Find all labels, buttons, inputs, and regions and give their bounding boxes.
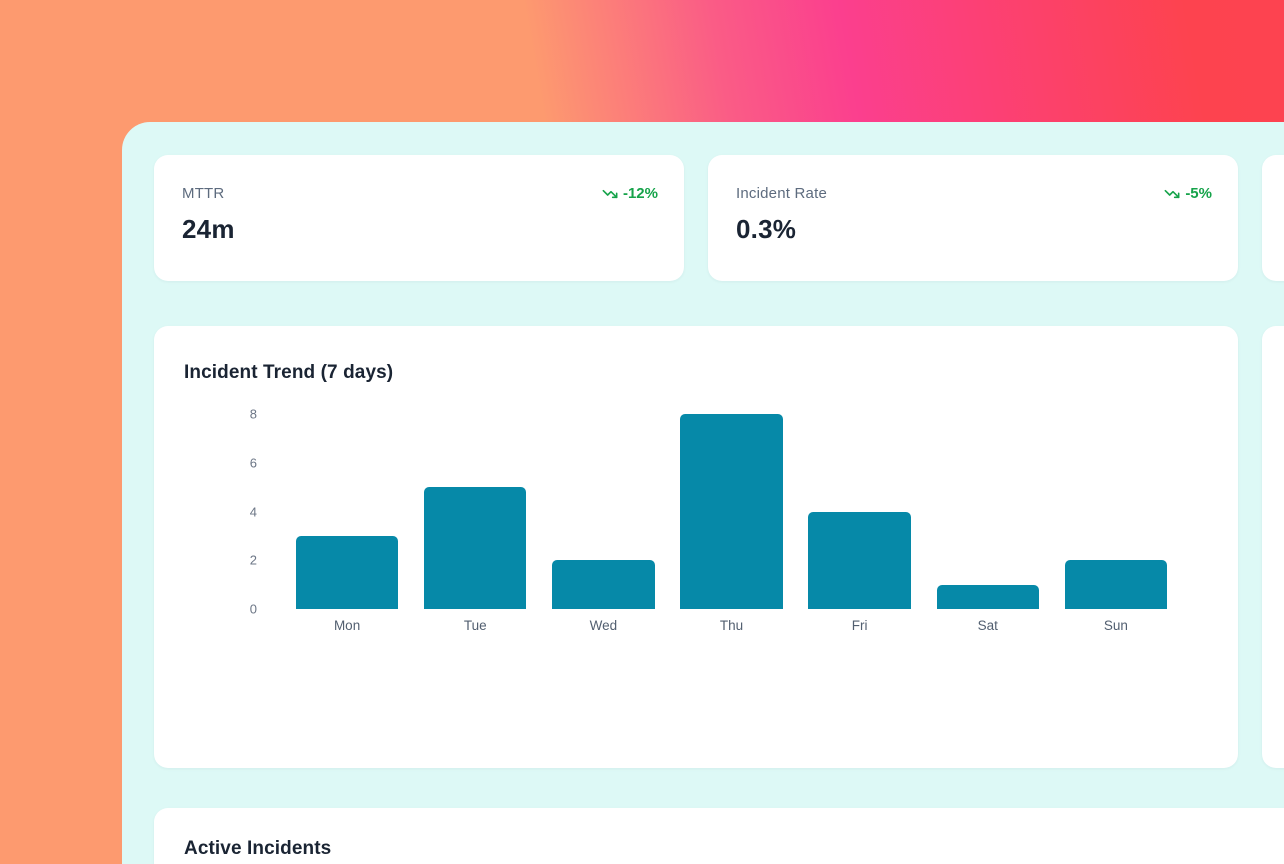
incident-trend-card: Incident Trend (7 days) 0 2 4 6 8 Mon Tue Wed T… bbox=[154, 326, 1238, 768]
y-tick-label: 8 bbox=[249, 406, 257, 422]
bar-slot bbox=[283, 414, 411, 609]
bar-thu bbox=[680, 414, 783, 609]
bar-slot bbox=[411, 414, 539, 609]
chart-plot: 0 2 4 6 8 bbox=[184, 407, 1208, 617]
y-tick-label: 0 bbox=[249, 601, 257, 617]
bar-wed bbox=[552, 560, 655, 609]
kpi-value: 24m bbox=[182, 214, 235, 244]
trending-down-icon bbox=[1164, 186, 1180, 202]
active-incidents-card: Active Incidents bbox=[154, 808, 1284, 864]
kpi-delta-value: -5% bbox=[1185, 185, 1212, 202]
bar-slot bbox=[1052, 414, 1180, 609]
kpi-row: MTTR 24m -12% Incident Rate 0.3% bbox=[154, 155, 1284, 281]
x-tick-label: Wed bbox=[589, 618, 618, 633]
bar-slot bbox=[667, 414, 795, 609]
kpi-label: Incident Rate bbox=[736, 185, 827, 202]
chart-title: Incident Trend (7 days) bbox=[184, 362, 394, 383]
kpi-value: 0.3% bbox=[736, 214, 797, 244]
active-incidents-title: Active Incidents bbox=[184, 838, 332, 859]
kpi-card-offscreen bbox=[1262, 155, 1284, 281]
x-tick-label: Thu bbox=[719, 618, 744, 633]
kpi-delta-value: -12% bbox=[622, 185, 658, 202]
bar-slot bbox=[924, 414, 1052, 609]
bar-fri bbox=[808, 511, 911, 609]
bar-slot bbox=[796, 414, 924, 609]
chart-x-axis: Mon Tue Wed Thu Fri Sat Sun bbox=[283, 618, 1180, 633]
bar-sat bbox=[936, 584, 1040, 609]
kpi-label: MTTR bbox=[182, 185, 225, 202]
bar-sun bbox=[1064, 560, 1168, 609]
kpi-card-incident-rate: Incident Rate 0.3% -5% bbox=[708, 155, 1238, 281]
kpi-delta-badge: -12% bbox=[602, 185, 658, 202]
x-tick-label: Sat bbox=[977, 618, 998, 633]
bar-chart: 0 2 4 6 8 Mon Tue Wed Thu Fri Sat Sun bbox=[184, 407, 1208, 633]
dashboard-panel: MTTR 24m -12% Incident Rate 0.3% bbox=[122, 122, 1284, 864]
x-tick-label: Sun bbox=[1103, 618, 1128, 633]
bar-series bbox=[283, 414, 1180, 609]
dashboard-content: MTTR 24m -12% Incident Rate 0.3% bbox=[154, 155, 1284, 864]
y-tick-label: 2 bbox=[249, 552, 257, 568]
chart-card-offscreen bbox=[1262, 326, 1284, 768]
kpi-card-mttr: MTTR 24m -12% bbox=[154, 155, 684, 281]
chart-row: Incident Trend (7 days) 0 2 4 6 8 Mon Tue Wed T… bbox=[154, 326, 1284, 768]
bar-mon bbox=[295, 535, 399, 609]
chart-y-axis: 0 2 4 6 8 bbox=[184, 407, 257, 617]
x-tick-label: Tue bbox=[463, 618, 487, 633]
y-tick-label: 4 bbox=[249, 504, 257, 519]
bar-tue bbox=[423, 487, 527, 609]
x-tick-label: Mon bbox=[333, 618, 361, 633]
kpi-delta-badge: -5% bbox=[1164, 185, 1212, 202]
trending-down-icon bbox=[602, 186, 618, 202]
x-tick-label: Fri bbox=[851, 618, 868, 633]
y-tick-label: 6 bbox=[249, 455, 257, 471]
bar-slot bbox=[539, 414, 667, 609]
